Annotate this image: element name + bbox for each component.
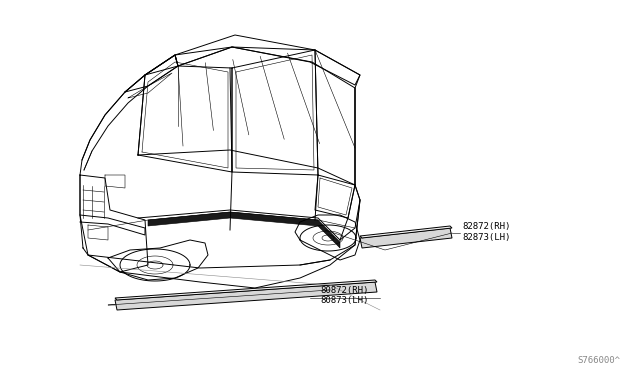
Polygon shape	[115, 280, 377, 300]
Text: 80872(RH): 80872(RH)	[320, 286, 369, 295]
Text: 80873(LH): 80873(LH)	[320, 296, 369, 305]
Polygon shape	[148, 212, 340, 248]
Text: 82873(LH): 82873(LH)	[462, 233, 510, 242]
Text: 82872(RH): 82872(RH)	[462, 222, 510, 231]
Text: S766000^: S766000^	[577, 356, 620, 365]
Polygon shape	[360, 226, 452, 238]
Polygon shape	[360, 228, 452, 248]
Polygon shape	[115, 282, 377, 310]
